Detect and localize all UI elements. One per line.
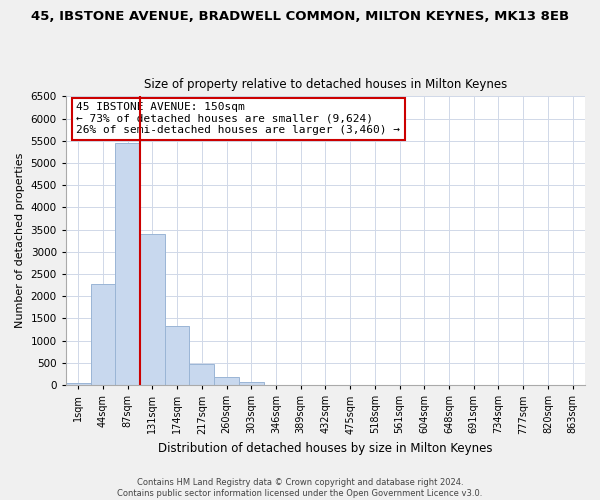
Title: Size of property relative to detached houses in Milton Keynes: Size of property relative to detached ho… [144,78,507,91]
X-axis label: Distribution of detached houses by size in Milton Keynes: Distribution of detached houses by size … [158,442,493,455]
Text: 45, IBSTONE AVENUE, BRADWELL COMMON, MILTON KEYNES, MK13 8EB: 45, IBSTONE AVENUE, BRADWELL COMMON, MIL… [31,10,569,23]
Bar [91,284,115,385]
Y-axis label: Number of detached properties: Number of detached properties [15,153,25,328]
Bar [140,234,165,385]
Text: 45 IBSTONE AVENUE: 150sqm
← 73% of detached houses are smaller (9,624)
26% of se: 45 IBSTONE AVENUE: 150sqm ← 73% of detac… [76,102,400,136]
Bar [66,383,91,385]
Bar [115,144,140,385]
Bar [190,364,214,385]
Bar [165,326,190,385]
Text: Contains HM Land Registry data © Crown copyright and database right 2024.
Contai: Contains HM Land Registry data © Crown c… [118,478,482,498]
Bar [239,382,263,385]
Bar [214,377,239,385]
